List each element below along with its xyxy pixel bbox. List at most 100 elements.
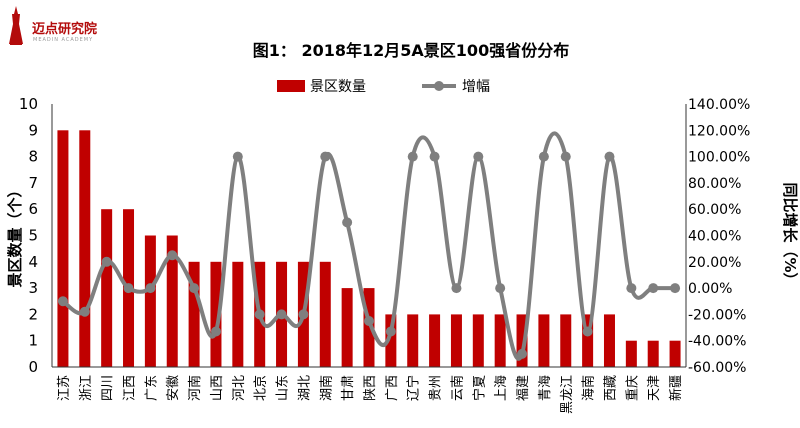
growth-point (276, 309, 287, 320)
growth-point (167, 250, 178, 261)
bar (625, 340, 637, 367)
x-tick-label: 新疆 (668, 375, 684, 401)
y2-tick-label: -40.00% (688, 334, 746, 350)
brand-logo: 迈点研究院 MEADIN ACADEMY (4, 4, 114, 50)
bar (538, 314, 550, 367)
growth-point (473, 151, 484, 162)
y-tick-label: 2 (28, 305, 38, 323)
y2-tick-label: -20.00% (688, 307, 746, 323)
y-tick-label: 10 (19, 95, 38, 113)
y-tick-label: 9 (28, 121, 38, 139)
growth-point (604, 151, 615, 162)
x-tick-label: 安徽 (166, 375, 181, 401)
legend-bar-swatch (277, 80, 305, 92)
y2-tick-label: 120.00% (688, 123, 750, 139)
x-tick-label: 重庆 (624, 375, 640, 401)
x-tick-label: 河北 (232, 375, 247, 401)
growth-point (385, 326, 396, 337)
y2-tick-label: 40.00% (688, 229, 741, 245)
bar (669, 340, 681, 367)
bar (560, 314, 572, 367)
x-tick-label: 北京 (254, 375, 269, 401)
growth-point (101, 256, 112, 267)
x-tick-label: 陕西 (363, 375, 378, 401)
y2-tick-label: 0.00% (688, 281, 732, 297)
bar (319, 261, 331, 367)
x-tick-label: 辽宁 (406, 375, 422, 401)
growth-point (210, 326, 221, 337)
x-tick-label: 山西 (210, 375, 225, 401)
x-tick-label: 河南 (187, 375, 203, 401)
y-tick-label: 3 (28, 279, 38, 297)
brand-subtitle: MEADIN ACADEMY (33, 37, 94, 43)
bar (450, 314, 462, 367)
growth-point (517, 348, 528, 359)
growth-point (298, 309, 309, 320)
y2-tick-label: 20.00% (688, 255, 741, 271)
x-tick-label: 甘肃 (341, 375, 356, 401)
growth-point (626, 283, 637, 294)
bar (341, 288, 353, 367)
growth-point (79, 306, 90, 317)
y-tick-label: 8 (28, 148, 38, 166)
x-tick-label: 湖南 (318, 375, 334, 401)
x-tick-label: 广西 (385, 375, 400, 401)
x-tick-label: 江苏 (56, 375, 72, 401)
y-axis-label: 景区数量（个） (6, 182, 24, 287)
growth-point (342, 217, 353, 228)
x-tick-label: 西藏 (603, 375, 618, 401)
bar (57, 130, 69, 367)
y2-tick-label: -60.00% (688, 360, 746, 376)
y2-axis-label: 同比增长（%） (781, 182, 799, 287)
x-tick-label: 上海 (494, 375, 509, 401)
x-tick-label: 广东 (144, 375, 159, 401)
growth-point (648, 283, 659, 294)
growth-point (145, 283, 156, 294)
growth-point (320, 151, 331, 162)
x-tick-label: 四川 (101, 375, 116, 401)
growth-point (254, 309, 265, 320)
y-tick-label: 5 (28, 227, 38, 245)
bar (516, 314, 528, 367)
y-tick-label: 1 (28, 332, 38, 350)
x-tick-label: 福建 (516, 375, 531, 401)
x-tick-label: 湖北 (297, 375, 312, 401)
bar (494, 314, 506, 367)
x-tick-label: 山东 (276, 375, 291, 401)
x-tick-label: 天津 (647, 375, 662, 401)
bar (603, 314, 615, 367)
legend-bar-label: 景区数量 (310, 79, 366, 95)
legend: 景区数量 增幅 (277, 79, 490, 95)
bar (363, 288, 375, 367)
y-tick-label: 6 (28, 200, 38, 218)
bar (166, 235, 178, 367)
growth-point (538, 151, 549, 162)
growth-point (560, 151, 571, 162)
growth-point (495, 283, 506, 294)
bar (79, 130, 91, 367)
growth-point (407, 151, 418, 162)
y2-tick-label: 100.00% (688, 150, 750, 166)
bar (210, 261, 222, 367)
legend-line-label: 增幅 (462, 79, 490, 95)
growth-point (232, 151, 243, 162)
bar (232, 261, 244, 367)
x-tick-label: 宁夏 (471, 375, 487, 401)
bar (144, 235, 156, 367)
x-tick-label: 浙江 (79, 375, 94, 401)
x-tick-label: 海南 (581, 375, 597, 401)
tower-icon (9, 6, 23, 45)
y-tick-label: 4 (28, 253, 38, 271)
growth-point (451, 283, 462, 294)
chart-title: 图1： 2018年12月5A景区100强省份分布 (253, 41, 569, 60)
growth-point (429, 151, 440, 162)
x-tick-label: 黑龙江 (560, 375, 575, 414)
brand-name: 迈点研究院 (32, 22, 98, 37)
legend-line-marker (434, 81, 444, 91)
x-tick-label: 贵州 (429, 375, 444, 401)
x-tick-label: 云南 (449, 375, 465, 401)
growth-point (189, 283, 200, 294)
growth-point (364, 315, 374, 326)
bar (385, 314, 397, 367)
